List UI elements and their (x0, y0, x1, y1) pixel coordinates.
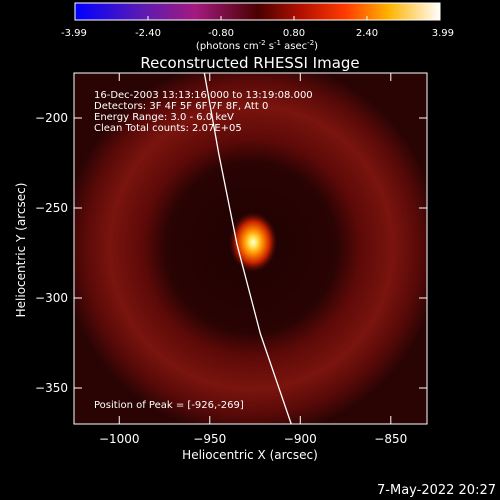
colorbar-tick-label: 3.99 (432, 28, 454, 39)
chart-title: Reconstructed RHESSI Image (140, 54, 359, 72)
x-tick-label: −950 (193, 432, 226, 446)
peak-source (229, 212, 278, 273)
colorbar-tick-label: 0.80 (283, 28, 305, 39)
y-axis: −200 −250 −300 −350 (35, 111, 427, 395)
x-axis: −1000 −950 −900 −850 (99, 73, 407, 446)
colorbar-tick-label: 2.40 (356, 28, 378, 39)
colorbar-tick-label: -2.40 (135, 28, 161, 39)
colorbar-tick-label: -3.99 (61, 28, 87, 39)
annotation-line: Clean Total counts: 2.07E+05 (94, 123, 242, 134)
x-axis-label: Heliocentric X (arcsec) (182, 448, 318, 462)
y-tick-label: −300 (35, 291, 68, 305)
footer-timestamp: 7-May-2022 20:27 (377, 483, 496, 498)
annotation-line: Energy Range: 3.0 - 6.0 keV (94, 112, 234, 123)
annotation-line: 16-Dec-2003 13:13:16.000 to 13:19:08.000 (94, 90, 313, 101)
solar-limb-line (203, 73, 292, 424)
y-tick-label: −350 (35, 381, 68, 395)
peak-position-label: Position of Peak = [-926,-269] (94, 400, 244, 411)
colorbar-frame (74, 2, 441, 21)
plot-frame (73, 72, 428, 425)
x-tick-label: −900 (284, 432, 317, 446)
plot-image (74, 73, 427, 424)
annotation-block: 16-Dec-2003 13:13:16.000 to 13:19:08.000… (94, 90, 313, 134)
colorbar-gradient (75, 3, 440, 20)
x-tick-label: −1000 (99, 432, 140, 446)
y-tick-label: −200 (35, 111, 68, 125)
x-tick-label: −850 (374, 432, 407, 446)
colorbar: -3.99 -2.40 -0.80 0.80 2.40 3.99 (photons cm-… (61, 2, 454, 52)
y-axis-label: Heliocentric Y (arcsec) (14, 183, 28, 318)
colorbar-units: (photons cm-2 s-1 asec-2) (196, 39, 318, 52)
annotation-line: Detectors: 3F 4F 5F 6F 7F 8F, Att 0 (94, 101, 268, 112)
colorbar-tick-label: -0.80 (208, 28, 234, 39)
y-tick-label: −250 (35, 201, 68, 215)
